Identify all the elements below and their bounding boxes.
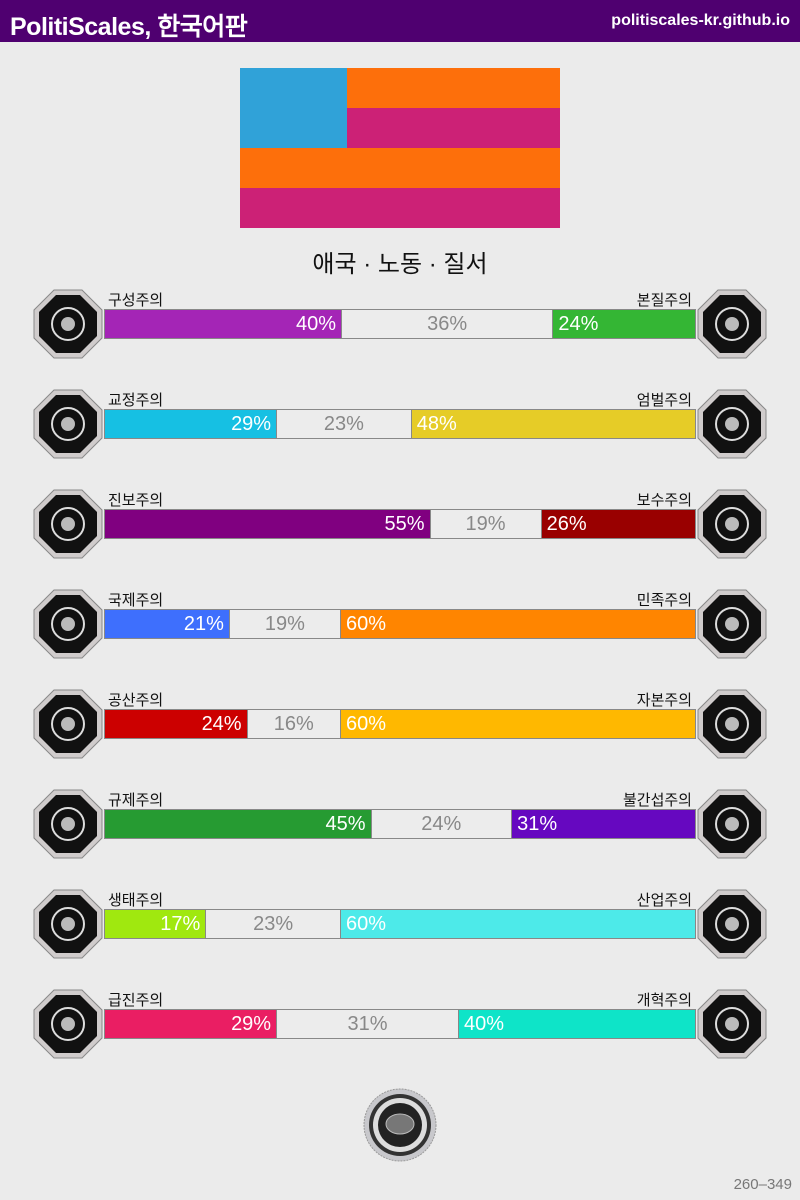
- axis-right-label: 보수주의: [636, 492, 692, 509]
- left-value: 17%: [105, 910, 206, 938]
- ruler-icon: [33, 789, 103, 859]
- flower-icon: [697, 289, 767, 359]
- axis-bar: 40% 36% 24%: [104, 309, 696, 339]
- axis-bar: 21% 19% 60%: [104, 609, 696, 639]
- axis-row: 급진주의 개혁주의 29% 31% 40%: [0, 985, 800, 1065]
- left-value: 29%: [105, 1010, 277, 1038]
- flag-canton: [240, 68, 347, 148]
- neutral-value: 19%: [228, 610, 341, 638]
- axis-left-label: 교정주의: [108, 392, 164, 409]
- axis-row: 생태주의 산업주의 17% 23% 60%: [0, 885, 800, 965]
- right-icon-frame: [697, 989, 767, 1059]
- comet-icon: [33, 489, 103, 559]
- axis-right-label: 산업주의: [636, 892, 692, 909]
- left-value: 40%: [105, 310, 341, 338]
- axis-right-label: 본질주의: [636, 292, 692, 309]
- left-value: 55%: [105, 510, 430, 538]
- gear-icon: [697, 889, 767, 959]
- axis-row: 구성주의 본질주의 40% 36% 24%: [0, 285, 800, 365]
- right-value: 60%: [340, 610, 695, 638]
- site-url[interactable]: politiscales-kr.github.io: [611, 12, 790, 29]
- brain-seal-icon: [363, 1088, 437, 1162]
- neutral-value: 23%: [205, 910, 341, 938]
- neutral-value: 36%: [341, 310, 554, 338]
- axis-row: 공산주의 자본주의 24% 16% 60%: [0, 685, 800, 765]
- axis-row: 규제주의 불간섭주의 45% 24% 31%: [0, 785, 800, 865]
- neutral-value: 23%: [276, 410, 412, 438]
- right-value: 31%: [512, 810, 695, 838]
- neutral-value: 16%: [246, 710, 341, 738]
- left-icon-frame: [33, 389, 103, 459]
- right-icon-frame: [697, 789, 767, 859]
- eye-icon: [33, 289, 103, 359]
- axis-right-label: 개혁주의: [636, 992, 692, 1009]
- axis-bar: 29% 23% 48%: [104, 409, 696, 439]
- axis-left-label: 국제주의: [108, 592, 164, 609]
- left-icon-frame: [33, 289, 103, 359]
- fist-icon: [33, 989, 103, 1059]
- footer-range: 260–349: [733, 1176, 792, 1193]
- right-icon-frame: [697, 589, 767, 659]
- axis-row: 교정주의 엄벌주의 29% 23% 48%: [0, 385, 800, 465]
- left-value: 29%: [105, 410, 277, 438]
- app-title: PolitiScales, 한국어판: [10, 13, 248, 41]
- handshake-icon: [33, 389, 103, 459]
- flag-icon: [697, 589, 767, 659]
- axis-left-label: 구성주의: [108, 292, 164, 309]
- axis-left-label: 진보주의: [108, 492, 164, 509]
- axis-bar: 55% 19% 26%: [104, 509, 696, 539]
- money-bag-icon: [697, 689, 767, 759]
- flag-stripe: [240, 188, 560, 228]
- axis-left-label: 공산주의: [108, 692, 164, 709]
- right-value: 60%: [340, 710, 695, 738]
- sprout-icon: [33, 889, 103, 959]
- axis-row: 진보주의 보수주의 55% 19% 26%: [0, 485, 800, 565]
- left-icon-frame: [33, 889, 103, 959]
- right-value: 40%: [458, 1010, 695, 1038]
- neutral-value: 31%: [276, 1010, 459, 1038]
- axis-bar: 17% 23% 60%: [104, 909, 696, 939]
- neutral-value: 24%: [370, 810, 513, 838]
- right-icon-frame: [697, 389, 767, 459]
- left-value: 21%: [105, 610, 229, 638]
- axis-bar: 29% 31% 40%: [104, 1009, 696, 1039]
- prison-bars-icon: [697, 389, 767, 459]
- hammer-sickle-icon: [33, 689, 103, 759]
- axis-bar: 45% 24% 31%: [104, 809, 696, 839]
- axis-left-label: 규제주의: [108, 792, 164, 809]
- left-value: 24%: [105, 710, 247, 738]
- globe-icon: [33, 589, 103, 659]
- butterfly-icon: [697, 789, 767, 859]
- right-value: 24%: [553, 310, 695, 338]
- left-icon-frame: [33, 689, 103, 759]
- axis-right-label: 엄벌주의: [636, 392, 692, 409]
- flag-stripe: [240, 148, 560, 188]
- axis-right-label: 민족주의: [636, 592, 692, 609]
- right-value: 26%: [541, 510, 695, 538]
- ideology-slogan: 애국 · 노동 · 질서: [312, 251, 488, 278]
- ballot-icon: [697, 989, 767, 1059]
- axis-left-label: 급진주의: [108, 992, 164, 1009]
- right-icon-frame: [697, 689, 767, 759]
- header: PolitiScales, 한국어판 politiscales-kr.githu…: [0, 0, 800, 42]
- right-icon-frame: [697, 489, 767, 559]
- right-value: 60%: [340, 910, 695, 938]
- right-icon-frame: [697, 289, 767, 359]
- right-value: 48%: [411, 410, 695, 438]
- left-value: 45%: [105, 810, 371, 838]
- axis-right-label: 자본주의: [636, 692, 692, 709]
- quill-icon: [697, 489, 767, 559]
- left-icon-frame: [33, 789, 103, 859]
- left-icon-frame: [33, 489, 103, 559]
- axis-bar: 24% 16% 60%: [104, 709, 696, 739]
- axis-row: 국제주의 민족주의 21% 19% 60%: [0, 585, 800, 665]
- neutral-value: 19%: [429, 510, 542, 538]
- left-icon-frame: [33, 589, 103, 659]
- axis-right-label: 불간섭주의: [622, 792, 692, 809]
- axis-left-label: 생태주의: [108, 892, 164, 909]
- right-icon-frame: [697, 889, 767, 959]
- result-flag: [240, 68, 560, 228]
- left-icon-frame: [33, 989, 103, 1059]
